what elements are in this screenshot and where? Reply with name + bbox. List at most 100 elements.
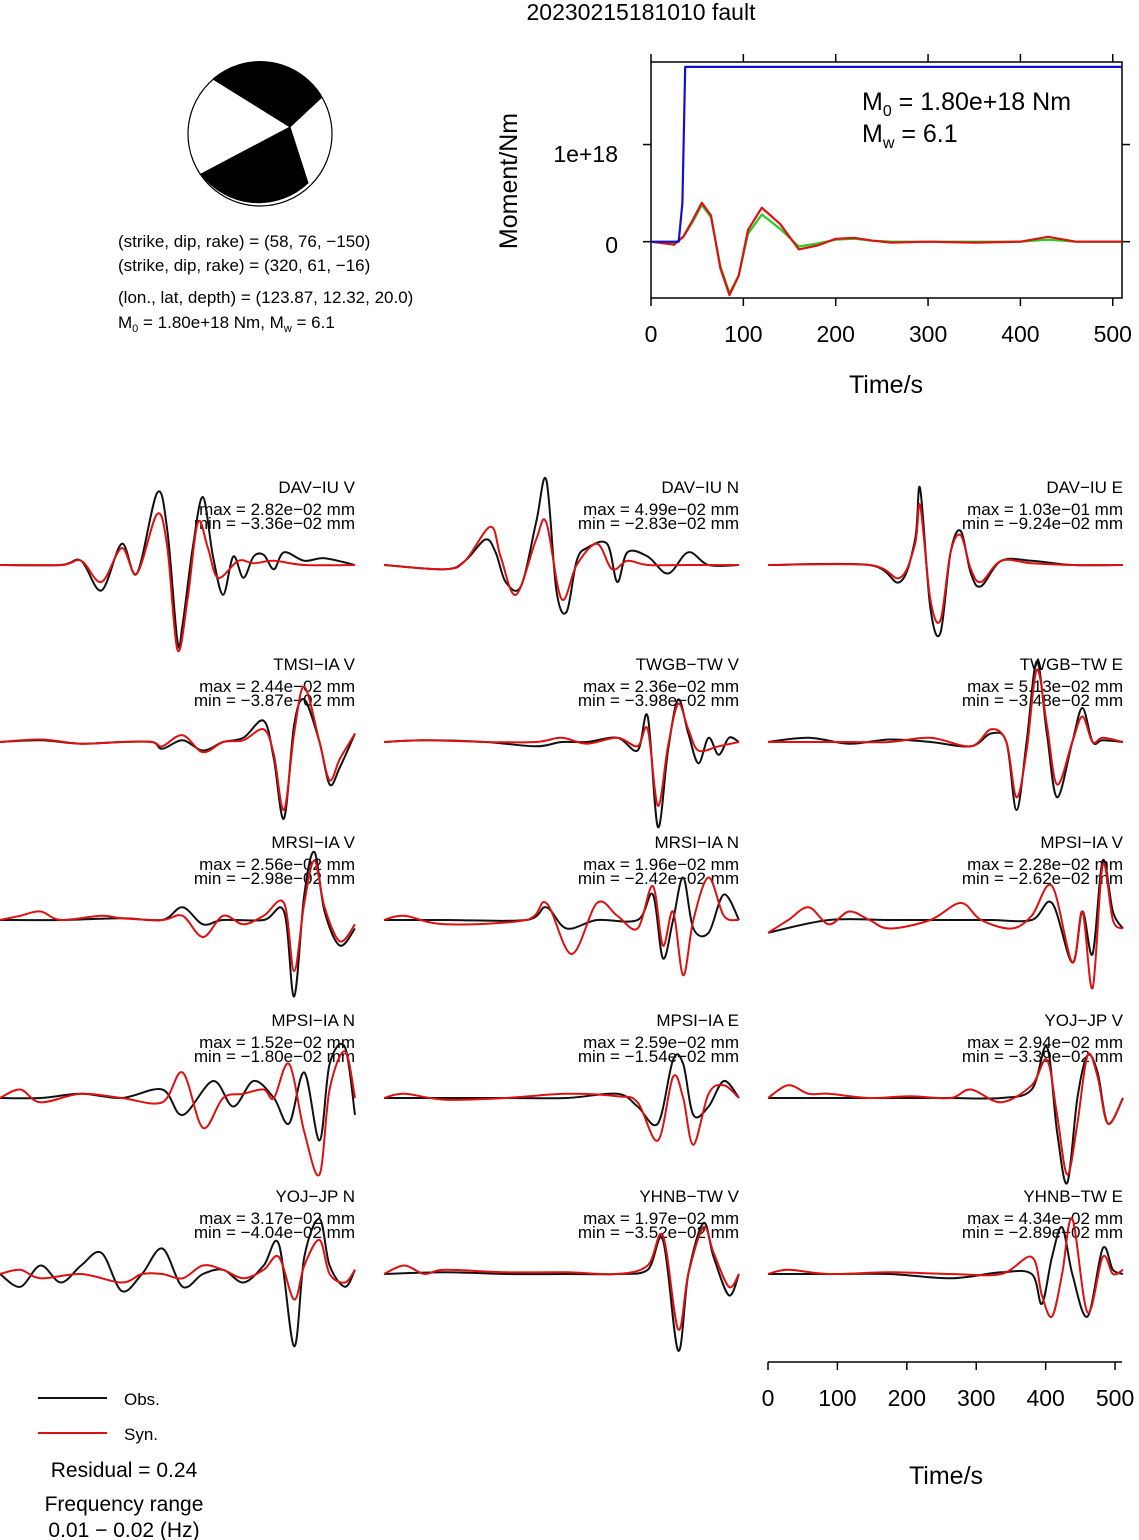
max-amplitude-text: max = 3.17e−02 mm — [199, 1209, 355, 1228]
stf-xtick-label: 0 — [645, 321, 658, 347]
synthetic-trace — [383, 1074, 740, 1146]
station-label: DAV−IU N — [661, 478, 739, 497]
station-label: DAV−IU E — [1046, 478, 1123, 497]
max-amplitude-text: max = 4.34e−02 mm — [967, 1209, 1123, 1228]
min-amplitude-text: min = −3.87e−02 mm — [194, 691, 355, 710]
stf-xtick-label: 100 — [724, 321, 762, 347]
synthetic-trace — [383, 702, 740, 807]
max-amplitude-text: max = 1.96e−02 mm — [583, 855, 739, 874]
max-amplitude-text: max = 2.94e−02 mm — [967, 1033, 1123, 1052]
waveform-xtick-label: 200 — [888, 1385, 926, 1411]
stf-frame — [650, 61, 1123, 299]
synthetic-trace — [383, 518, 739, 601]
station-label: YOJ−JP N — [275, 1187, 355, 1206]
observed-trace — [768, 1045, 1124, 1185]
station-label: MPSI−IA E — [656, 1011, 739, 1030]
min-amplitude-text: min = −3.98e−02 mm — [578, 691, 739, 710]
max-amplitude-text: max = 2.36e−02 mm — [583, 677, 739, 696]
min-amplitude-text: min = −9.24e−02 mm — [962, 514, 1123, 533]
max-amplitude-text: max = 1.03e−01 mm — [967, 500, 1123, 519]
synthetic-trace — [767, 1052, 1124, 1176]
stf-xtick-label: 400 — [1001, 321, 1039, 347]
min-amplitude-text: min = −2.89e−02 mm — [962, 1223, 1123, 1242]
figure-title: 20230215181010 fault — [527, 0, 757, 25]
stf-ylabel: Moment/Nm — [495, 113, 523, 249]
stf-xtick-label: 300 — [909, 321, 947, 347]
waveform-xtick-label: 500 — [1096, 1385, 1134, 1411]
location-text: (lon., lat, depth) = (123.87, 12.32, 20.… — [118, 288, 413, 307]
frequency-title: Frequency range — [45, 1493, 204, 1516]
stf-xtick-label: 200 — [817, 321, 855, 347]
synthetic-trace — [383, 876, 740, 977]
min-amplitude-text: min = −2.83e−02 mm — [578, 514, 739, 533]
nodal-plane-1: (strike, dip, rake) = (58, 76, −150) — [118, 232, 370, 251]
waveform-xlabel: Time/s — [909, 1462, 983, 1490]
observed-trace — [0, 490, 356, 649]
station-label: MPSI−IA V — [1040, 833, 1123, 852]
station-label: YHNB−TW E — [1023, 1187, 1123, 1206]
synthetic-trace — [767, 503, 1124, 624]
legend: Obs. Syn. — [38, 1390, 160, 1444]
max-amplitude-text: max = 5.13e−02 mm — [967, 677, 1123, 696]
observed-trace — [0, 1217, 356, 1348]
min-amplitude-text: min = −2.98e−02 mm — [194, 869, 355, 888]
station-label: TWGB−TW V — [636, 655, 740, 674]
synthetic-trace — [767, 668, 1124, 799]
observed-trace — [0, 697, 356, 820]
frequency-range: 0.01 − 0.02 (Hz) — [48, 1519, 199, 1540]
magnitude-text: M0 = 1.80e+18 Nm, Mw = 6.1 — [118, 313, 335, 335]
nodal-plane-2: (strike, dip, rake) = (320, 61, −16) — [118, 256, 370, 275]
stf-mw-label: Mw = 6.1 — [862, 120, 958, 152]
stf-series-line — [650, 203, 1122, 295]
station-label: TMSI−IA V — [273, 655, 355, 674]
synthetic-trace — [0, 1239, 356, 1301]
max-amplitude-text: max = 4.99e−02 mm — [583, 500, 739, 519]
legend-obs-label: Obs. — [124, 1390, 160, 1409]
source-time-function-plot: 1e+18 0 Moment/Nm Time/s 0 100 200 300 400 50… — [495, 54, 1132, 399]
synthetic-trace — [0, 859, 356, 973]
max-amplitude-text: max = 2.59e−02 mm — [583, 1033, 739, 1052]
beachball-icon — [187, 61, 333, 207]
max-amplitude-text: max = 2.28e−02 mm — [967, 855, 1123, 874]
synthetic-trace — [0, 512, 356, 653]
station-label: YOJ−JP V — [1044, 1011, 1123, 1030]
synthetic-trace — [0, 1050, 356, 1177]
stf-xlabel: Time/s — [849, 371, 923, 399]
stf-series-line — [651, 65, 1122, 243]
stf-xtick-label: 500 — [1094, 321, 1132, 347]
station-label: YHNB−TW V — [639, 1187, 739, 1206]
waveform-xtick-label: 0 — [762, 1385, 775, 1411]
max-amplitude-text: max = 1.52e−02 mm — [199, 1033, 355, 1052]
min-amplitude-text: min = −4.04e−02 mm — [194, 1223, 355, 1242]
observed-trace — [767, 859, 1124, 964]
waveform-xtick-label: 400 — [1026, 1385, 1064, 1411]
station-label: MPSI−IA N — [271, 1011, 355, 1030]
min-amplitude-text: min = −1.80e−02 mm — [194, 1047, 355, 1066]
max-amplitude-text: max = 2.44e−02 mm — [199, 677, 355, 696]
stf-series-line — [650, 201, 1122, 297]
min-amplitude-text: min = −3.36e−02 mm — [194, 514, 355, 533]
legend-syn-label: Syn. — [124, 1425, 158, 1444]
observed-trace — [768, 1226, 1124, 1318]
synthetic-trace — [0, 685, 356, 812]
station-label: TWGB−TW E — [1020, 655, 1123, 674]
stf-ytick-1e18: 1e+18 — [553, 141, 618, 167]
min-amplitude-text: min = −1.54e−02 mm — [578, 1047, 739, 1066]
synthetic-trace — [383, 1225, 740, 1331]
station-label: MRSI−IA N — [654, 833, 739, 852]
max-amplitude-text: max = 2.82e−02 mm — [199, 500, 355, 519]
synthetic-trace — [767, 1217, 1124, 1318]
